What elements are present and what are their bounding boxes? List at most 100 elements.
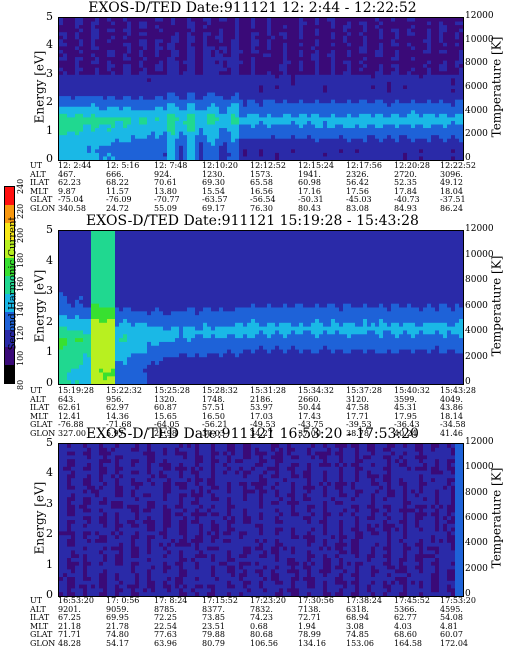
heatmap-cell bbox=[191, 85, 196, 90]
heatmap-cell bbox=[223, 35, 228, 40]
heatmap-cell bbox=[111, 345, 116, 351]
heatmap-cell bbox=[239, 78, 244, 83]
heatmap-cell bbox=[163, 96, 168, 101]
heatmap-cell bbox=[231, 113, 236, 118]
heatmap-cell bbox=[59, 353, 64, 358]
heatmap-cell bbox=[71, 46, 76, 51]
heatmap-cell bbox=[319, 152, 324, 158]
heatmap-cell bbox=[415, 103, 420, 108]
heatmap-cell bbox=[75, 92, 80, 97]
heatmap-cell bbox=[267, 120, 272, 126]
heatmap-cell bbox=[107, 81, 112, 87]
heatmap-cell bbox=[335, 152, 340, 158]
heatmap-cell bbox=[323, 120, 328, 126]
heatmap-cell bbox=[355, 42, 360, 47]
heatmap-cell bbox=[79, 257, 84, 263]
heatmap-cell bbox=[443, 156, 448, 160]
heatmap-cell bbox=[219, 42, 224, 47]
heatmap-cell bbox=[63, 326, 68, 332]
heatmap-cell bbox=[63, 242, 68, 247]
heatmap-cell bbox=[439, 49, 444, 55]
heatmap-cell bbox=[247, 128, 252, 133]
heatmap-cell bbox=[139, 64, 144, 69]
heatmap-cell bbox=[251, 53, 256, 58]
heatmap-cell bbox=[371, 156, 376, 160]
heatmap-cell bbox=[99, 149, 104, 154]
heatmap-cell bbox=[159, 78, 164, 83]
heatmap-cell bbox=[91, 288, 96, 293]
heatmap-cell bbox=[143, 106, 148, 111]
heatmap-cell bbox=[247, 57, 252, 62]
heatmap-cell bbox=[427, 106, 432, 111]
heatmap-cell bbox=[387, 120, 392, 126]
heatmap-cell bbox=[359, 96, 364, 101]
heatmap-cell bbox=[275, 49, 280, 55]
heatmap-cell bbox=[87, 113, 92, 118]
heatmap-cell bbox=[399, 78, 404, 83]
heatmap-cell bbox=[187, 156, 192, 160]
heatmap-cell bbox=[75, 296, 80, 301]
heatmap-cell bbox=[323, 128, 328, 133]
heatmap-cell bbox=[255, 46, 260, 51]
heatmap-cell bbox=[443, 21, 448, 26]
heatmap-cell bbox=[115, 246, 120, 251]
heatmap-cell bbox=[63, 376, 68, 381]
heatmap-cell bbox=[107, 152, 112, 158]
heatmap-cell bbox=[227, 32, 232, 37]
heatmap-cell bbox=[279, 67, 284, 72]
heatmap-cell bbox=[327, 74, 332, 79]
heatmap-cell bbox=[67, 364, 72, 370]
heatmap-cell bbox=[431, 120, 436, 126]
heatmap-cell bbox=[371, 35, 376, 40]
heatmap-cell bbox=[431, 142, 436, 147]
heatmap-cell bbox=[83, 231, 88, 236]
heatmap-cell bbox=[323, 28, 328, 33]
heatmap-cell bbox=[71, 74, 76, 79]
heatmap-cell bbox=[127, 138, 132, 143]
heatmap-cell bbox=[323, 78, 328, 83]
heatmap-cell bbox=[151, 81, 156, 87]
heatmap-cell bbox=[91, 242, 96, 247]
heatmap-cell bbox=[431, 113, 436, 118]
heatmap-cell bbox=[299, 71, 304, 76]
heatmap-cell bbox=[435, 92, 440, 97]
heatmap-cell bbox=[67, 368, 72, 374]
heatmap-cell bbox=[315, 135, 320, 140]
heatmap-cell bbox=[455, 25, 460, 30]
heatmap-cell bbox=[235, 39, 240, 44]
heatmap-cell bbox=[191, 131, 196, 136]
heatmap-cell bbox=[127, 57, 132, 62]
heatmap-cell bbox=[271, 110, 276, 115]
heatmap-cell bbox=[295, 81, 300, 87]
heatmap-cell bbox=[351, 142, 356, 147]
heatmap-cell bbox=[355, 106, 360, 111]
heatmap-cell bbox=[187, 28, 192, 33]
heatmap-cell bbox=[103, 307, 108, 312]
heatmap-cell bbox=[315, 25, 320, 30]
heatmap-cell bbox=[379, 135, 384, 140]
heatmap-cell bbox=[95, 145, 100, 150]
heatmap-cell bbox=[431, 117, 436, 122]
heatmap-cell bbox=[415, 28, 420, 33]
ephemeris-cell: 70.61 bbox=[154, 178, 177, 187]
heatmap-cell bbox=[307, 131, 312, 136]
heatmap-cell bbox=[111, 250, 116, 255]
heatmap-cell bbox=[399, 64, 404, 69]
heatmap-cell bbox=[243, 156, 248, 160]
heatmap-cell bbox=[275, 74, 280, 79]
heatmap-cell bbox=[127, 103, 132, 108]
heatmap-cell bbox=[211, 152, 216, 158]
heatmap-cell bbox=[131, 135, 136, 140]
heatmap-cell bbox=[131, 89, 136, 94]
heatmap-cell bbox=[179, 28, 184, 33]
heatmap-cell bbox=[211, 92, 216, 97]
heatmap-cell bbox=[163, 21, 168, 26]
heatmap-cell bbox=[91, 32, 96, 37]
heatmap-cell bbox=[299, 89, 304, 94]
heatmap-cell bbox=[347, 57, 352, 62]
heatmap-cell bbox=[111, 303, 116, 309]
heatmap-cell bbox=[99, 253, 104, 259]
heatmap-cell bbox=[279, 49, 284, 55]
heatmap-cell bbox=[323, 39, 328, 44]
heatmap-cell bbox=[119, 261, 124, 267]
